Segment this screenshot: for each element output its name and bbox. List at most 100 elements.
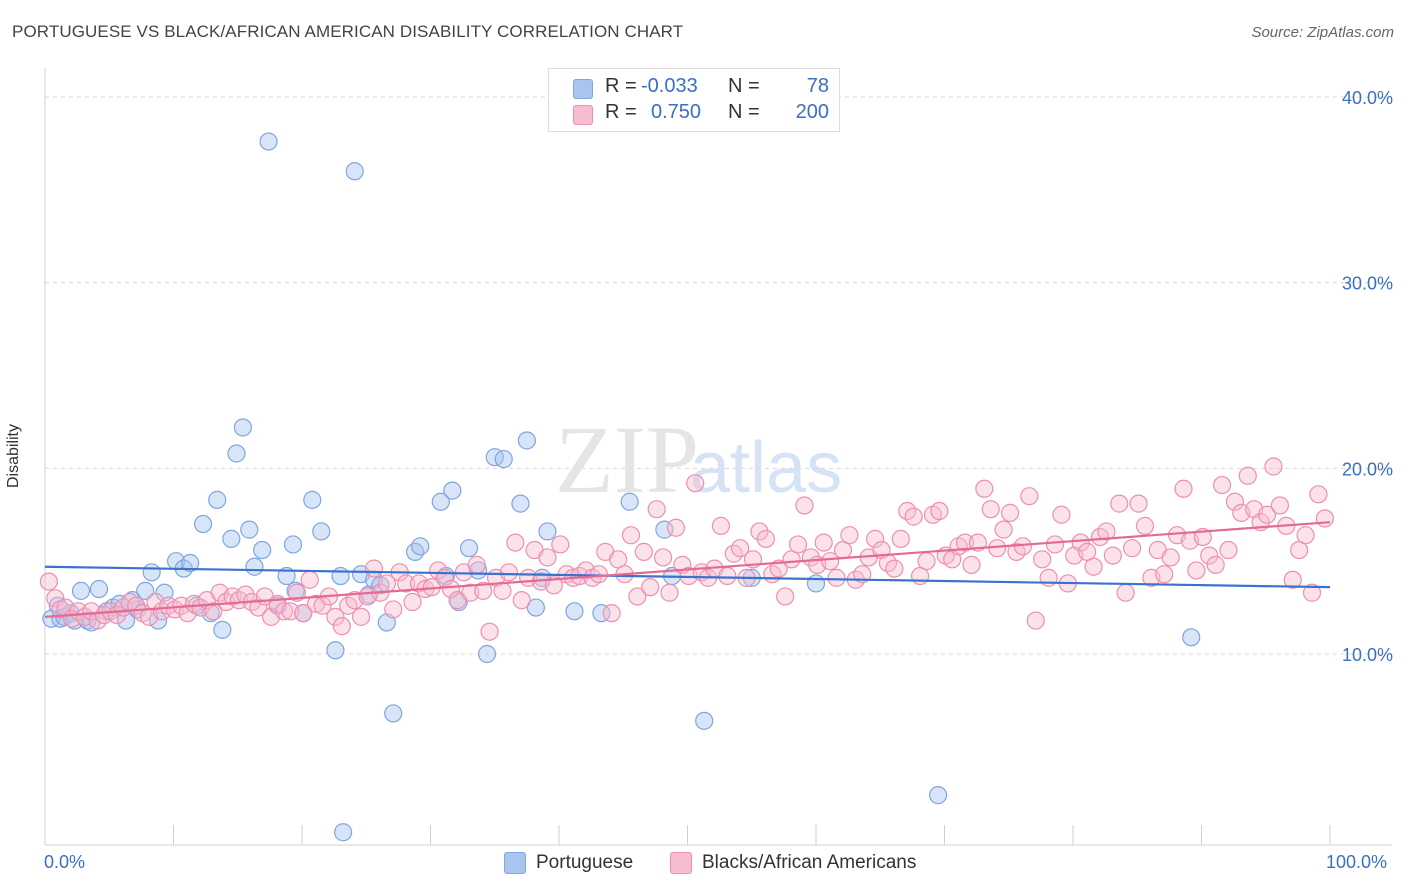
data-point — [565, 602, 584, 621]
data-point — [1097, 522, 1116, 541]
data-point — [1206, 555, 1225, 574]
data-point — [551, 535, 570, 554]
data-point — [46, 589, 65, 608]
trend-line — [44, 565, 1331, 589]
series-blacks-african-americans — [39, 457, 1334, 641]
data-point — [1238, 466, 1257, 485]
data-point — [1129, 494, 1148, 513]
data-point — [1270, 496, 1289, 515]
data-point — [352, 607, 371, 626]
data-point — [411, 537, 430, 556]
legend-r-value: -0.033 — [641, 75, 698, 97]
data-point — [364, 559, 384, 578]
data-point — [928, 786, 948, 805]
data-point — [506, 533, 525, 552]
data-point — [795, 496, 814, 515]
data-point — [853, 565, 872, 584]
data-point — [204, 602, 223, 621]
data-point — [283, 535, 303, 554]
x-tick-max: 100.0% — [1326, 852, 1388, 872]
data-point — [1315, 509, 1334, 528]
data-point — [1045, 535, 1065, 554]
y-tick-label: 20.0% — [1342, 459, 1393, 479]
data-point — [1155, 565, 1174, 584]
data-point — [1026, 611, 1045, 630]
stats-legend: R = -0.033 N = 78 R = 0.750 N = 200 — [548, 68, 840, 132]
data-point — [641, 578, 660, 597]
data-point — [181, 553, 200, 573]
data-point — [1033, 550, 1052, 569]
data-point — [1116, 583, 1135, 602]
data-point — [245, 557, 264, 576]
bottom-legend-swatch-portuguese — [504, 852, 526, 874]
y-tick-label: 10.0% — [1342, 645, 1393, 665]
data-point — [480, 622, 499, 641]
bottom-legend-label-blacks: Blacks/African Americans — [702, 852, 917, 873]
data-point — [695, 711, 714, 730]
data-point — [331, 566, 350, 586]
data-point — [384, 704, 403, 723]
legend-r-label: R = — [605, 101, 637, 123]
data-point — [300, 570, 319, 589]
watermark-zip: ZIP — [555, 406, 699, 513]
data-point — [994, 520, 1013, 539]
data-point — [544, 576, 563, 595]
data-point — [193, 514, 213, 534]
data-point — [208, 490, 227, 509]
data-point — [441, 579, 461, 599]
data-point — [1187, 561, 1206, 580]
data-point — [253, 540, 272, 560]
data-point — [334, 823, 353, 842]
data-point — [459, 539, 479, 558]
data-point — [827, 568, 846, 587]
data-point — [930, 501, 949, 521]
data-point — [1219, 540, 1238, 560]
data-point — [589, 565, 608, 584]
data-point — [1283, 570, 1302, 589]
data-point — [326, 607, 345, 626]
data-point — [517, 431, 536, 450]
data-point — [1084, 557, 1103, 576]
data-point — [384, 600, 403, 619]
data-point — [776, 587, 795, 606]
data-point — [1257, 505, 1277, 524]
data-point — [1052, 505, 1071, 524]
data-point — [485, 448, 504, 467]
data-point — [655, 520, 674, 539]
data-point — [981, 500, 1000, 519]
data-point — [403, 592, 422, 612]
data-point — [1174, 479, 1193, 498]
y-axis-label: Disability — [5, 423, 22, 489]
data-point — [443, 481, 462, 500]
data-point — [71, 581, 91, 600]
data-point — [1182, 628, 1201, 647]
data-point — [142, 563, 161, 582]
source-label: Source: ZipAtlas.com — [1251, 24, 1394, 41]
data-point — [431, 492, 450, 511]
data-point — [1110, 494, 1129, 513]
data-point — [259, 132, 278, 151]
data-point — [917, 552, 936, 571]
data-point — [538, 548, 557, 567]
data-point — [312, 522, 331, 541]
watermark-atlas: atlas — [690, 428, 842, 508]
data-point — [303, 490, 322, 509]
data-point — [233, 418, 252, 437]
data-point — [1103, 546, 1122, 565]
data-point — [621, 526, 641, 545]
data-point — [711, 516, 731, 535]
legend-swatch-blacks — [573, 105, 593, 125]
data-point — [240, 520, 259, 539]
data-point — [227, 444, 246, 463]
data-point — [660, 583, 679, 602]
legend-r-value: 0.750 — [651, 101, 702, 123]
bottom-legend-swatch-blacks — [670, 852, 692, 874]
data-point — [511, 494, 530, 513]
data-point — [1123, 539, 1142, 558]
data-point — [718, 566, 737, 586]
data-point — [467, 555, 486, 574]
data-point — [1200, 546, 1219, 565]
data-point — [494, 449, 513, 469]
data-point — [731, 539, 750, 558]
data-point — [277, 566, 296, 586]
